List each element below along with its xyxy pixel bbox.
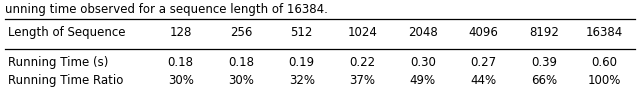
Text: 49%: 49% [410, 74, 436, 87]
Text: 4096: 4096 [468, 26, 499, 39]
Text: unning time observed for a sequence length of 16384.: unning time observed for a sequence leng… [5, 3, 328, 16]
Text: 30%: 30% [168, 74, 194, 87]
Text: 0.18: 0.18 [228, 56, 254, 69]
Text: 100%: 100% [588, 74, 621, 87]
Text: 66%: 66% [531, 74, 557, 87]
Text: 1024: 1024 [348, 26, 378, 39]
Text: Running Time (s): Running Time (s) [8, 56, 108, 69]
Text: Running Time Ratio: Running Time Ratio [8, 74, 123, 87]
Text: 512: 512 [291, 26, 313, 39]
Text: 44%: 44% [470, 74, 497, 87]
Text: 30%: 30% [228, 74, 254, 87]
Text: 0.30: 0.30 [410, 56, 436, 69]
Text: Length of Sequence: Length of Sequence [8, 26, 125, 39]
Text: 0.27: 0.27 [470, 56, 497, 69]
Text: 0.22: 0.22 [349, 56, 376, 69]
Text: 32%: 32% [289, 74, 315, 87]
Text: 2048: 2048 [408, 26, 438, 39]
Text: 0.39: 0.39 [531, 56, 557, 69]
Text: 16384: 16384 [586, 26, 623, 39]
Text: 0.18: 0.18 [168, 56, 194, 69]
Text: 37%: 37% [349, 74, 375, 87]
Text: 128: 128 [170, 26, 192, 39]
Text: 0.19: 0.19 [289, 56, 315, 69]
Text: 8192: 8192 [529, 26, 559, 39]
Text: 0.60: 0.60 [591, 56, 618, 69]
Text: 256: 256 [230, 26, 252, 39]
